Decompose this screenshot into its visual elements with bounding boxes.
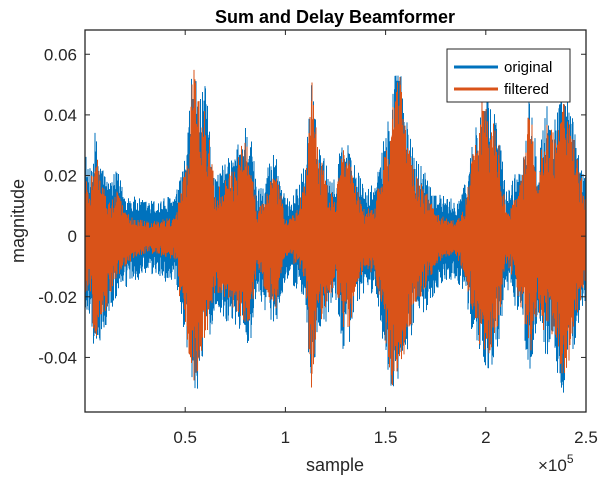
y-tick-label: 0.04 xyxy=(44,106,77,125)
series-layer xyxy=(85,69,586,393)
legend: original filtered xyxy=(446,48,571,103)
legend-label-filtered: filtered xyxy=(504,81,549,98)
y-tick-label: -0.04 xyxy=(38,348,77,367)
series-line-filtered xyxy=(85,69,586,388)
x-tick-label: 1 xyxy=(281,428,290,447)
chart-title: Sum and Delay Beamformer xyxy=(215,7,455,27)
y-axis-label: magnitude xyxy=(8,179,28,263)
x-tick-label: 0.5 xyxy=(173,428,197,447)
y-tick-label: 0 xyxy=(68,227,77,246)
plot-frame xyxy=(84,29,587,413)
x-exponent-base: ×10 xyxy=(538,456,567,475)
x-axis-ticks: 0.5 1 1.5 2 2.5 xyxy=(173,30,598,447)
x-exponent-power: 5 xyxy=(567,452,574,466)
y-tick-label: 0.02 xyxy=(44,167,77,186)
x-tick-label: 1.5 xyxy=(374,428,398,447)
x-axis-label: sample xyxy=(306,455,364,475)
x-tick-label: 2 xyxy=(481,428,490,447)
y-axis-ticks: -0.04 -0.02 0 0.02 0.04 0.06 xyxy=(38,45,586,367)
x-tick-label: 2.5 xyxy=(574,428,598,447)
y-tick-label: 0.06 xyxy=(44,45,77,64)
y-tick-label: -0.02 xyxy=(38,288,77,307)
legend-box xyxy=(446,48,571,103)
x-exponent-label: ×105 xyxy=(538,452,574,475)
legend-label-original: original xyxy=(504,59,552,76)
